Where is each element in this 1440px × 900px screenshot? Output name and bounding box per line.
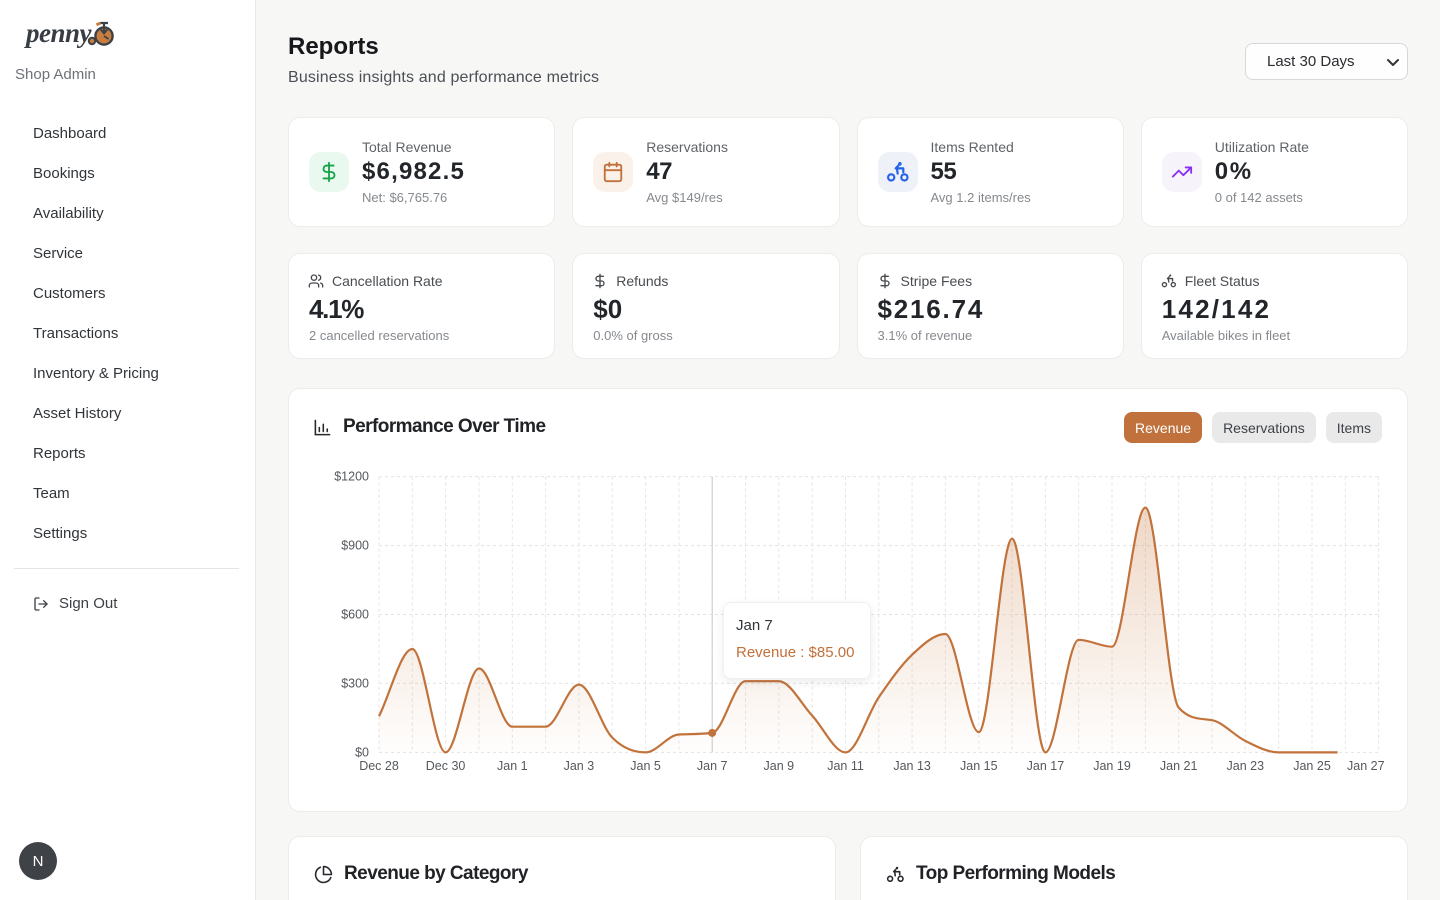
svg-text:Jan 9: Jan 9 — [764, 759, 795, 773]
svg-text:Jan 15: Jan 15 — [960, 759, 998, 773]
svg-text:Jan 5: Jan 5 — [630, 759, 661, 773]
svg-text:Jan 7: Jan 7 — [697, 759, 728, 773]
svg-text:Jan 11: Jan 11 — [827, 759, 864, 773]
svg-text:$1200: $1200 — [334, 470, 369, 484]
svg-text:Jan 17: Jan 17 — [1027, 759, 1065, 773]
svg-text:Dec 28: Dec 28 — [359, 759, 399, 773]
svg-text:$600: $600 — [341, 608, 369, 622]
svg-text:Jan 23: Jan 23 — [1227, 759, 1265, 773]
svg-text:$0: $0 — [355, 745, 369, 759]
svg-text:$300: $300 — [341, 676, 369, 690]
svg-text:Jan 1: Jan 1 — [497, 759, 528, 773]
svg-text:Jan 19: Jan 19 — [1093, 759, 1131, 773]
svg-text:Jan 13: Jan 13 — [893, 759, 931, 773]
svg-text:Dec 30: Dec 30 — [426, 759, 466, 773]
svg-text:$900: $900 — [341, 539, 369, 553]
svg-text:Jan 27: Jan 27 — [1347, 759, 1385, 773]
svg-text:Jan 21: Jan 21 — [1160, 759, 1198, 773]
svg-text:Jan 3: Jan 3 — [564, 759, 595, 773]
svg-text:Jan 25: Jan 25 — [1293, 759, 1331, 773]
